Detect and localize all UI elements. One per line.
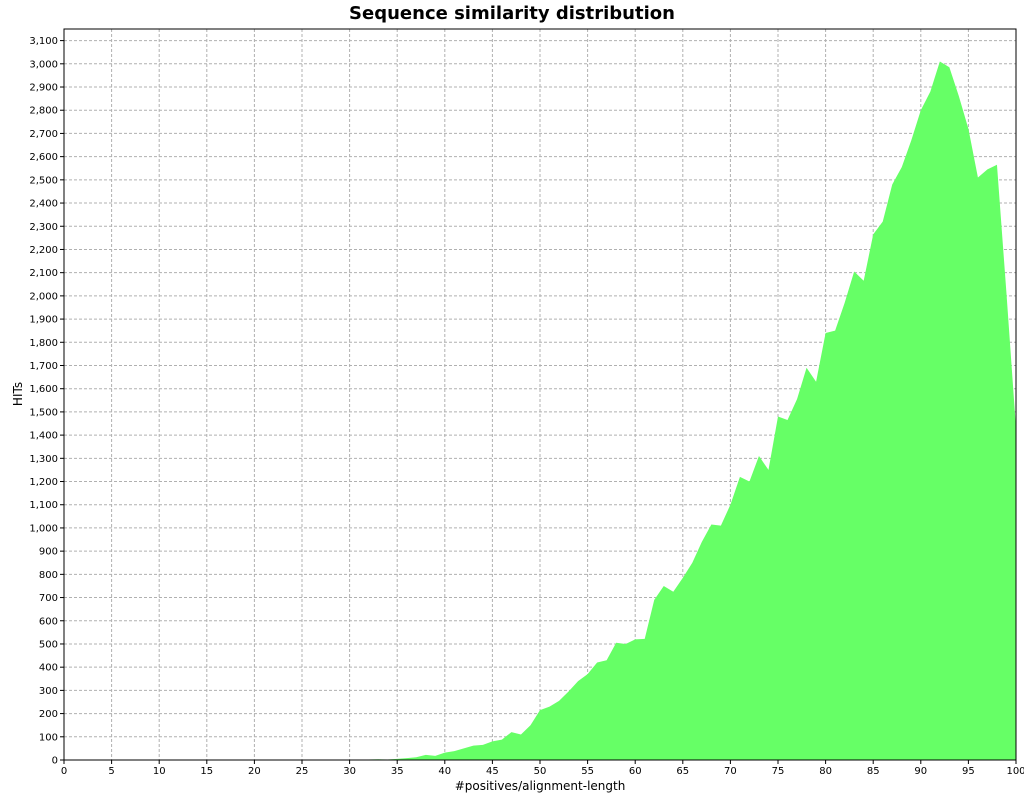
x-tick-label: 40: [438, 766, 451, 777]
y-tick-label: 1,900: [29, 315, 58, 326]
y-axis-label: HITs: [11, 382, 25, 406]
y-tick-label: 300: [39, 686, 58, 697]
x-tick-label: 45: [486, 766, 499, 777]
x-tick-label: 90: [914, 766, 927, 777]
y-tick-label: 3,000: [29, 59, 58, 70]
y-tick-label: 2,900: [29, 83, 58, 94]
x-tick-label: 25: [296, 766, 309, 777]
x-tick-label: 20: [248, 766, 261, 777]
chart-title: Sequence similarity distribution: [349, 3, 675, 24]
y-tick-label: 1,300: [29, 454, 58, 465]
x-tick-label: 35: [391, 766, 404, 777]
x-tick-label: 55: [581, 766, 594, 777]
x-tick-label: 100: [1006, 766, 1024, 777]
y-tick-label: 2,500: [29, 175, 58, 186]
x-tick-label: 70: [724, 766, 737, 777]
x-axis-label: #positives/alignment-length: [455, 779, 626, 793]
x-ticks: 0 5 10 15 20 25 30 35 40 45 50 55 60 65 70 75 80 85 90 95 10…: [61, 760, 1024, 777]
y-tick-label: 1,100: [29, 500, 58, 511]
x-tick-label: 0: [61, 766, 67, 777]
y-tick-label: 2,100: [29, 268, 58, 279]
y-tick-label: 2,800: [29, 106, 58, 117]
x-tick-label: 50: [534, 766, 547, 777]
area-fill: [64, 61, 1016, 761]
y-tick-label: 200: [39, 709, 58, 720]
y-tick-label: 2,000: [29, 291, 58, 302]
x-tick-label: 30: [343, 766, 356, 777]
x-tick-label: 75: [772, 766, 785, 777]
y-tick-label: 100: [39, 732, 58, 743]
y-tick-label: 800: [39, 570, 58, 581]
x-tick-label: 5: [108, 766, 114, 777]
y-tick-label: 1,700: [29, 361, 58, 372]
area-series: [64, 61, 1016, 761]
y-tick-label: 1,600: [29, 384, 58, 395]
y-tick-label: 900: [39, 547, 58, 558]
x-tick-label: 60: [629, 766, 642, 777]
y-tick-label: 500: [39, 639, 58, 650]
y-tick-label: 2,200: [29, 245, 58, 256]
x-tick-label: 85: [867, 766, 880, 777]
y-tick-label: 0: [52, 756, 58, 767]
y-tick-label: 1,400: [29, 431, 58, 442]
y-tick-label: 400: [39, 663, 58, 674]
x-tick-label: 80: [819, 766, 832, 777]
y-tick-label: 1,200: [29, 477, 58, 488]
x-tick-label: 15: [200, 766, 213, 777]
x-tick-label: 95: [962, 766, 975, 777]
y-ticks: 0 100 200 300 400 500 600 700 800 900 1,000 1,100 1,…: [29, 36, 64, 767]
y-tick-label: 700: [39, 593, 58, 604]
y-tick-label: 1,800: [29, 338, 58, 349]
x-tick-label: 65: [676, 766, 689, 777]
y-tick-label: 2,600: [29, 152, 58, 163]
y-tick-label: 1,500: [29, 407, 58, 418]
y-tick-label: 3,100: [29, 36, 58, 47]
y-tick-label: 1,000: [29, 523, 58, 534]
y-tick-label: 2,700: [29, 129, 58, 140]
x-tick-label: 10: [153, 766, 166, 777]
y-tick-label: 2,400: [29, 199, 58, 210]
y-tick-label: 600: [39, 616, 58, 627]
y-tick-label: 2,300: [29, 222, 58, 233]
